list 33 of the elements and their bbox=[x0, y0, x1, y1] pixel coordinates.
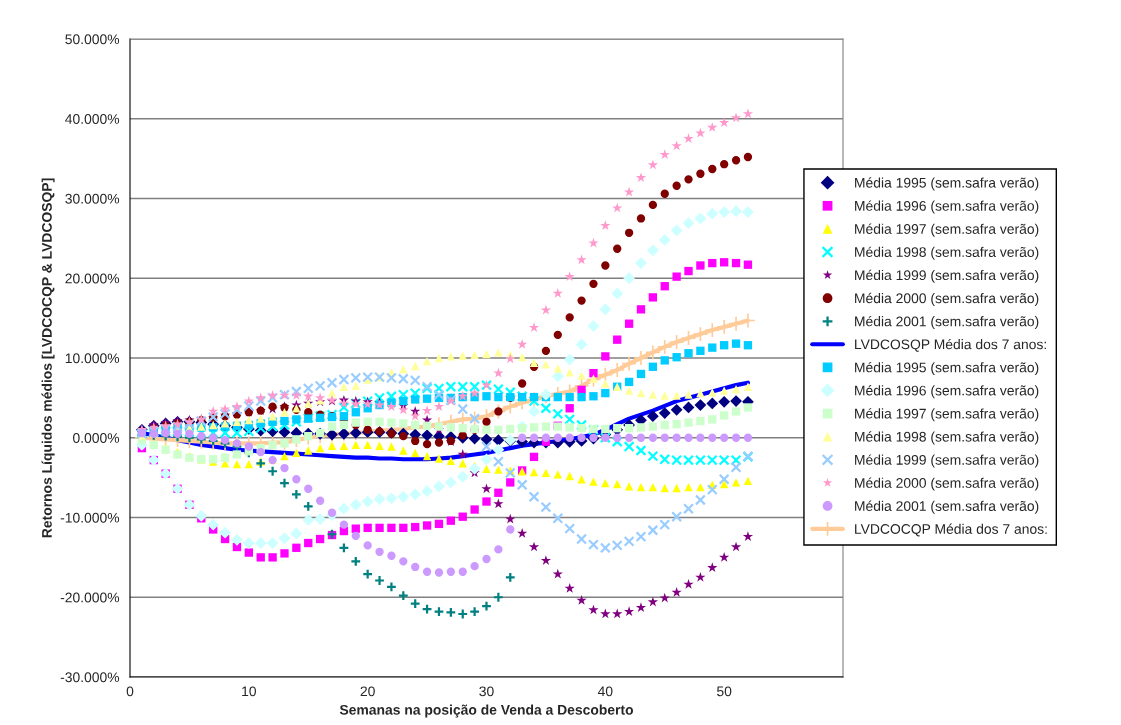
y-tick-label: 20.000% bbox=[65, 273, 120, 284]
y-tick-label: 30.000% bbox=[65, 193, 120, 204]
legend-label: LVDCOCQP Média dos 7 anos: bbox=[855, 523, 1047, 537]
legend-label: Média 1999 (sem.safra verão) bbox=[855, 269, 1039, 283]
y-tick-label: 50.000% bbox=[65, 34, 120, 45]
legend-label: Média 1998 (sem.safra verão) bbox=[855, 431, 1039, 445]
legend-label: Média 1999 (sem.safra verão) bbox=[855, 454, 1039, 468]
legend-label: Média 1996 (sem.safra verão) bbox=[855, 385, 1039, 399]
x-tick-label: 20 bbox=[360, 686, 375, 697]
legend-label: Média 1995 (sem.safra verão) bbox=[855, 361, 1039, 376]
legend-label: Média 2000 (sem.safra verão) bbox=[855, 477, 1039, 491]
x-tick-label: 30 bbox=[479, 686, 494, 697]
legend-label: Média 2001 (sem.safra verão) bbox=[855, 315, 1039, 330]
y-tick-label: -20.000% bbox=[60, 592, 120, 603]
legend-label: Média 1998 (sem.safra verão) bbox=[855, 246, 1039, 260]
legend-label: Média 1997 (sem.safra verão) bbox=[855, 223, 1039, 237]
legend-label: Média 1997 (sem.safra verão) bbox=[855, 408, 1039, 422]
y-tick-label: 10.000% bbox=[65, 353, 120, 364]
x-tick-label: 10 bbox=[242, 686, 257, 697]
y-tick-label: -10.000% bbox=[60, 512, 120, 523]
y-tick-label: -30.000% bbox=[60, 672, 120, 683]
y-tick-label: 40.000% bbox=[65, 114, 120, 124]
legend-label: Média 2000 (sem.safra verão) bbox=[855, 292, 1039, 306]
y-axis-title: Retornos Líquidos médios [LVDCOCQP & LVDCOSQP] bbox=[41, 178, 55, 538]
x-axis-title: Semanas na posição de Venda a Descoberto bbox=[339, 704, 634, 718]
x-tick-label: 40 bbox=[597, 686, 613, 697]
legend-label: Média 2001 (sem.safra verão) bbox=[855, 500, 1039, 514]
legend-label: LVDCOSQP Média dos 7 anos: bbox=[855, 338, 1046, 352]
x-tick-label: 0 bbox=[126, 686, 134, 697]
x-tick-label: 50 bbox=[717, 686, 732, 697]
y-tick-label: 0.000% bbox=[73, 433, 120, 443]
legend-label: Média 1995 (sem.safra verão) bbox=[855, 177, 1039, 191]
legend-label: Média 1996 (sem.safra verão) bbox=[855, 200, 1039, 214]
